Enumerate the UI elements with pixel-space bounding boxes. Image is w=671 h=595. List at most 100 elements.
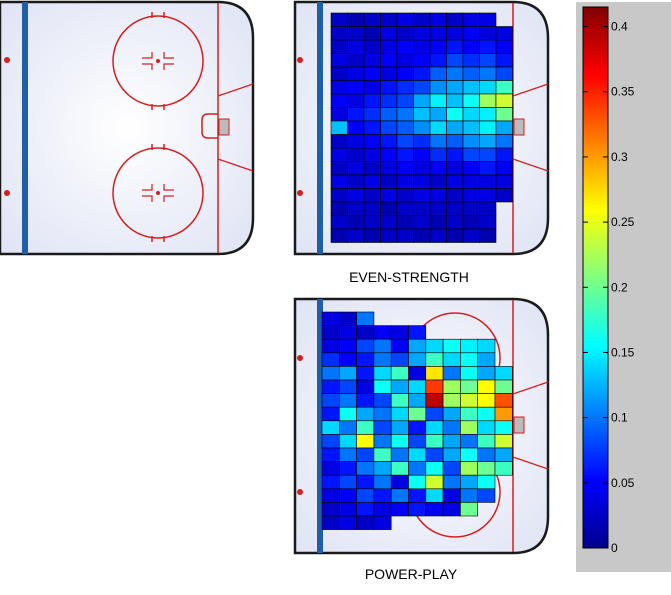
heatmap-cell <box>380 174 398 189</box>
heatmap-cell <box>460 434 478 449</box>
heatmap-cell <box>347 93 365 108</box>
heatmap-cell <box>347 134 365 149</box>
heatmap-cell <box>373 488 392 503</box>
heatmap-cell <box>479 80 497 95</box>
heatmap-cell <box>356 352 375 367</box>
rink-left <box>0 0 255 256</box>
heatmap-cell <box>425 488 444 503</box>
heatmap-cell <box>330 134 348 149</box>
heatmap-cell <box>356 393 375 408</box>
heatmap-cell <box>460 379 478 394</box>
heatmap-cell <box>408 434 427 449</box>
heatmap-cell <box>330 201 348 216</box>
heatmap-cell <box>321 461 340 476</box>
heatmap-cell <box>413 93 431 108</box>
heatmap-cell <box>425 434 444 449</box>
colorbar-tick-label: 0.15 <box>611 345 635 359</box>
heatmap-cell <box>477 488 496 503</box>
heatmap-cell <box>363 215 381 230</box>
heatmap-cell <box>321 393 340 408</box>
heatmap-cell <box>396 93 414 108</box>
heatmap-cell <box>413 120 431 135</box>
heatmap-cell <box>460 366 478 381</box>
heatmap-cell <box>363 174 381 189</box>
heatmap-cell <box>330 12 348 27</box>
heatmap-cell <box>363 107 381 122</box>
heatmap-cell <box>477 474 496 490</box>
colorbar-tick-label: 0.4 <box>611 20 628 34</box>
heatmap-cell <box>462 161 480 176</box>
heatmap-cell <box>413 66 431 81</box>
heatmap-cell <box>380 12 398 27</box>
heatmap-cell <box>429 228 447 243</box>
heatmap-cell <box>477 338 496 354</box>
heatmap-cell <box>396 120 414 135</box>
heatmap-cell <box>330 53 348 68</box>
heatmap-cell <box>347 80 365 95</box>
heatmap-cell <box>356 447 375 462</box>
heatmap-cell <box>477 447 496 462</box>
heatmap-cell <box>446 201 464 216</box>
heatmap-cell <box>495 134 513 149</box>
heatmap-cell <box>373 406 392 422</box>
heatmap-cell <box>347 174 365 189</box>
heatmap-cell <box>413 107 431 122</box>
heatmap-cell <box>363 26 381 41</box>
heatmap-cell <box>363 147 381 162</box>
heatmap-cell <box>347 12 365 27</box>
rink-power-play <box>293 297 550 555</box>
heatmap-cell <box>425 379 444 394</box>
heatmap-cell <box>425 338 444 354</box>
heatmap-cell <box>477 420 496 435</box>
heatmap-cell <box>396 53 414 68</box>
heatmap-cell <box>390 325 409 340</box>
heatmap-cell <box>321 447 340 462</box>
heatmap-cell <box>338 434 357 449</box>
rink-even-strength <box>293 0 550 256</box>
heatmap-cell <box>396 107 414 122</box>
heatmap-cell <box>477 406 496 422</box>
heatmap-cell <box>408 366 427 381</box>
heatmap-cell <box>390 447 409 462</box>
heatmap-cell <box>442 366 461 381</box>
heatmap-cell <box>363 201 381 216</box>
heatmap-cell <box>442 434 461 449</box>
heatmap-cell <box>321 338 340 354</box>
heatmap-cell <box>494 420 513 435</box>
heatmap-cell <box>494 447 513 462</box>
heatmap-cell <box>446 188 464 203</box>
heatmap-cell <box>460 393 478 408</box>
heatmap-cell <box>330 39 348 54</box>
faceoff-dot <box>4 190 10 196</box>
heatmap-cell <box>479 39 497 54</box>
heatmap-cell <box>446 147 464 162</box>
heatmap-cell <box>338 311 357 326</box>
heatmap-cell <box>413 228 431 243</box>
heatmap-cell <box>338 393 357 408</box>
heatmap-cell <box>396 215 414 230</box>
heatmap-cell <box>479 161 497 176</box>
heatmap-cell <box>338 325 357 340</box>
colorbar-tick-label: 0 <box>611 541 618 555</box>
heatmap-cell <box>460 488 478 503</box>
heatmap-cell <box>429 174 447 189</box>
heatmap-cell <box>347 120 365 135</box>
heatmap-cell <box>380 228 398 243</box>
heatmap-cell <box>462 26 480 41</box>
heatmap-cell <box>429 66 447 81</box>
heatmap-cell <box>347 147 365 162</box>
heatmap-cell <box>408 488 427 503</box>
heatmap-cell <box>321 325 340 340</box>
heatmap-cell <box>429 215 447 230</box>
heatmap-cell <box>363 228 381 243</box>
heatmap-cell <box>495 161 513 176</box>
heatmap-cell <box>347 215 365 230</box>
heatmap-cell <box>373 515 392 530</box>
blue-line <box>22 2 28 254</box>
heatmap-cell <box>338 379 357 394</box>
heatmap-cell <box>413 26 431 41</box>
heatmap-cell <box>446 228 464 243</box>
heatmap-cell <box>330 161 348 176</box>
heatmap-cell <box>462 12 480 27</box>
heatmap-cell <box>330 107 348 122</box>
